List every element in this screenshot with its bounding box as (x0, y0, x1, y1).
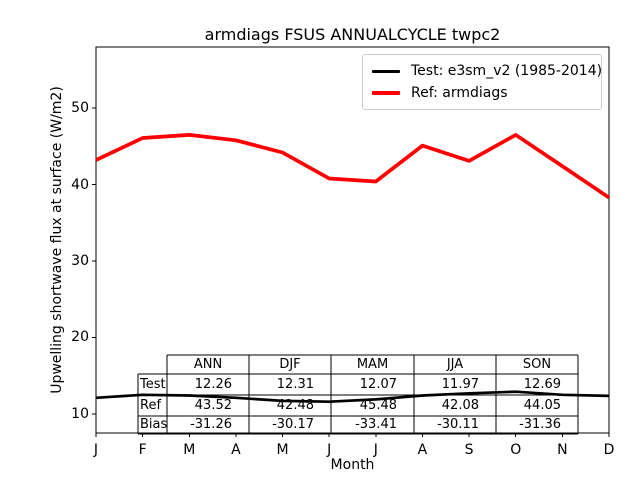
table-row-label: Test (140, 377, 166, 392)
table-header-cell: ANN (193, 357, 223, 372)
x-tick-label: F (138, 442, 147, 458)
table-cell: 12.69 (523, 377, 561, 392)
legend-line-sample-test (372, 69, 400, 73)
table-header-cell: JJA (446, 357, 464, 372)
table-cell: -30.11 (437, 417, 479, 432)
plot-frame (95, 46, 610, 434)
table-cell: -31.26 (190, 417, 232, 432)
x-tick-label: S (464, 442, 474, 458)
table-header-cell: DJF (279, 357, 301, 372)
table-row-label: Bias (140, 417, 167, 432)
x-axis-label: Month (330, 457, 375, 473)
table-cell: -33.41 (355, 417, 397, 432)
table-cell: 12.26 (194, 377, 232, 392)
legend-item: Ref: armdiags (372, 82, 592, 104)
legend: Test: e3sm_v2 (1985-2014) Ref: armdiags (362, 54, 602, 110)
legend-line-sample-ref (372, 91, 400, 95)
table-header-cell: MAM (356, 357, 389, 372)
x-tick-label: D (603, 442, 615, 458)
x-tick-label: M (183, 442, 196, 458)
table-cell: 12.31 (276, 377, 314, 392)
table-header-cell: SON (522, 357, 552, 372)
x-tick-label: A (231, 442, 241, 458)
x-tick-label: O (510, 442, 522, 458)
legend-item-label: Test: e3sm_v2 (1985-2014) (411, 63, 603, 79)
ref-series-line (95, 133, 611, 200)
x-tick-label: M (276, 442, 289, 458)
x-tick-label: A (417, 442, 428, 458)
table-cell: -30.17 (272, 417, 314, 432)
test-series-line (95, 390, 610, 404)
x-tick-label: J (93, 442, 99, 458)
x-tick-label: J (373, 442, 378, 458)
legend-item: Test: e3sm_v2 (1985-2014) (372, 60, 602, 82)
y-tick-label: 50 (71, 100, 89, 117)
table-cell: 42.08 (441, 398, 479, 413)
y-tick-label: 40 (71, 176, 89, 193)
chart-title: armdiags FSUS ANNUALCYCLE twpc2 (204, 25, 501, 44)
table-cell: -31.36 (519, 417, 561, 432)
table-row-label: Ref (140, 398, 162, 413)
y-tick-label: 20 (71, 329, 89, 346)
x-tick-label: N (557, 442, 568, 458)
legend-item-label: Ref: armdiags (411, 85, 508, 101)
x-tick-label: J (327, 442, 332, 458)
y-tick-label: 10 (71, 405, 89, 422)
table-cell: 45.48 (359, 398, 397, 413)
table-cell: 11.97 (441, 377, 479, 392)
table-cell: 44.05 (523, 398, 561, 413)
table-cell: 12.07 (359, 377, 397, 392)
table-cell: 43.52 (194, 398, 232, 413)
y-tick-label: 30 (71, 253, 89, 270)
